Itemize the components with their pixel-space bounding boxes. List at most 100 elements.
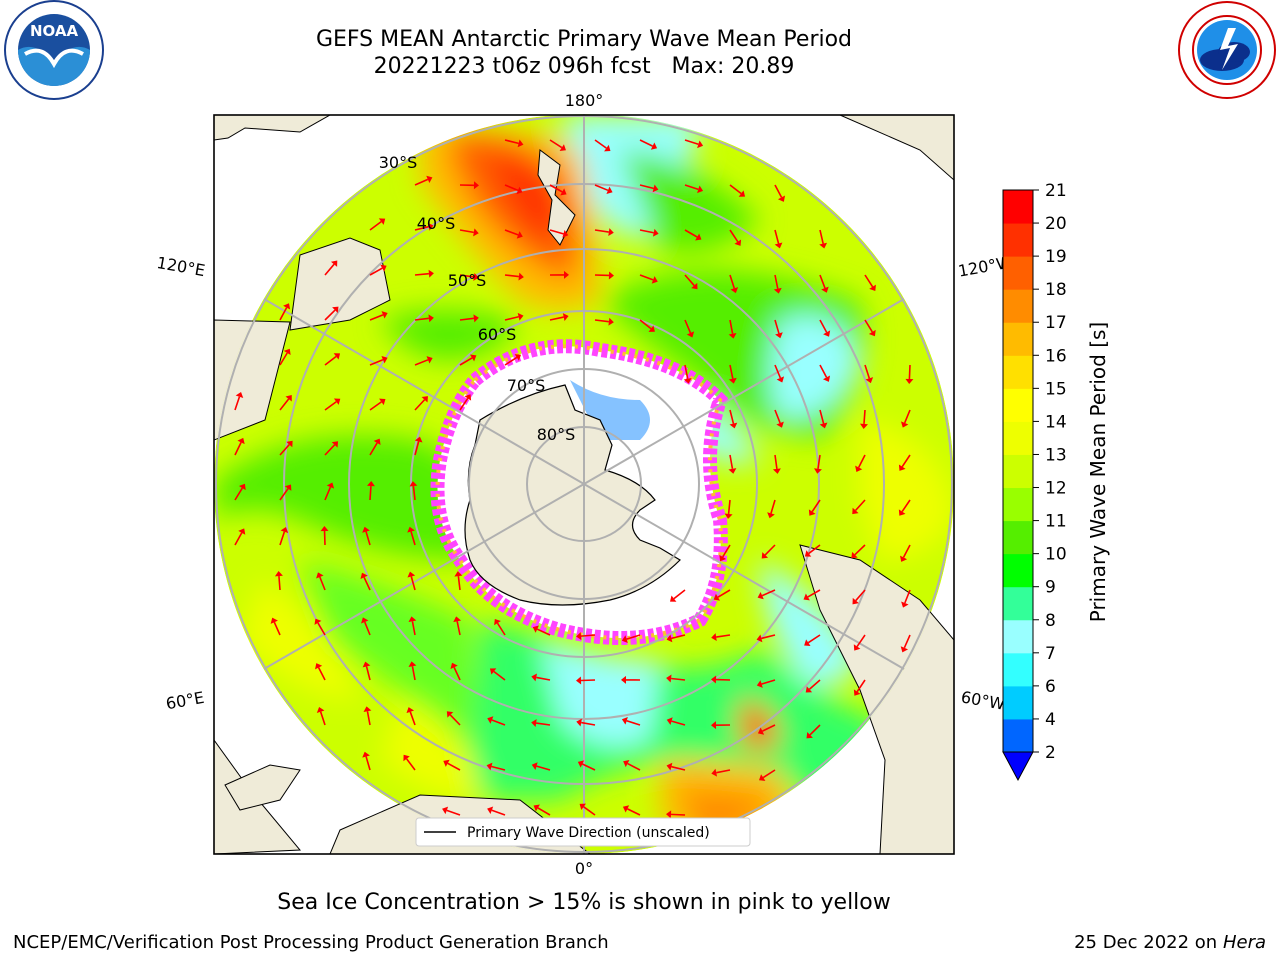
direction-arrow — [279, 531, 286, 546]
direction-arrow-head — [518, 272, 524, 281]
lat-label-70s: 70°S — [507, 376, 546, 395]
legend-label: Primary Wave Direction (unscaled) — [467, 825, 710, 841]
direction-arrow — [447, 762, 461, 771]
direction-arrow — [234, 442, 242, 456]
direction-arrow — [278, 575, 281, 591]
direction-arrow — [365, 666, 371, 681]
direction-arrow-head — [803, 593, 810, 601]
colorbar-tick-label: 20 — [1045, 214, 1067, 234]
direction-arrow-head — [533, 804, 540, 812]
colorbar-tick-label: 11 — [1045, 512, 1067, 532]
direction-arrow-head — [427, 222, 434, 231]
direction-arrow — [409, 711, 416, 726]
direction-arrow-head — [606, 186, 613, 195]
direction-arrow-head — [407, 526, 415, 533]
direction-arrow — [729, 454, 734, 469]
run-on: on — [1194, 932, 1218, 953]
lat-label-40s: 40°S — [417, 214, 456, 233]
direction-arrow-head — [280, 526, 289, 533]
colorbar-segment — [1003, 322, 1033, 356]
direction-arrow — [716, 769, 731, 774]
direction-arrow — [364, 621, 371, 636]
map-frame — [213, 114, 955, 855]
direction-arrow — [549, 229, 564, 235]
direction-arrow — [582, 763, 596, 771]
direction-arrow — [369, 314, 384, 321]
direction-arrow-head — [315, 663, 323, 670]
direction-arrow — [279, 398, 290, 411]
direction-arrow — [410, 576, 416, 591]
direction-arrow — [864, 319, 873, 333]
direction-arrow — [504, 184, 519, 192]
colorbar-tick-label: 12 — [1045, 479, 1067, 499]
direction-arrow-head — [426, 356, 433, 364]
direction-arrow-head — [652, 228, 659, 237]
direction-arrow-head — [728, 468, 737, 474]
direction-arrow — [279, 352, 288, 366]
colorbar-tick-label: 8 — [1045, 611, 1056, 631]
direction-arrow-head — [738, 190, 746, 197]
direction-arrow-head — [563, 270, 569, 279]
direction-arrow-head — [776, 421, 784, 428]
direction-arrow-head — [473, 228, 479, 237]
direction-arrow — [671, 634, 686, 640]
direction-arrow-head — [450, 662, 458, 669]
colorbar-extend-arrow — [1002, 751, 1034, 782]
direction-arrow — [414, 359, 429, 366]
direction-arrow — [453, 666, 461, 681]
direction-arrow — [670, 813, 686, 816]
direction-arrow — [729, 184, 742, 195]
direction-arrow-head — [819, 422, 828, 429]
direction-arrow-head — [728, 377, 737, 384]
direction-arrow — [717, 589, 731, 598]
direction-arrow-head — [757, 727, 765, 735]
colorbar-tick-label: 9 — [1045, 578, 1056, 598]
direction-arrow — [496, 622, 506, 636]
direction-arrow-head — [407, 571, 416, 578]
direction-arrow — [855, 499, 866, 511]
direction-arrow — [324, 444, 336, 456]
direction-arrow — [716, 634, 731, 638]
wave-direction-arrows — [234, 139, 914, 819]
direction-arrow-head — [579, 803, 586, 811]
direction-arrow-head — [772, 468, 781, 474]
direction-arrow — [639, 274, 654, 281]
colorbar-tick-label: 6 — [1045, 677, 1056, 697]
colorbar-segment — [1003, 553, 1033, 588]
direction-arrow-head — [666, 634, 673, 643]
direction-arrow-head — [775, 332, 783, 339]
direction-arrow — [811, 499, 821, 513]
direction-arrow-head — [851, 551, 858, 559]
direction-arrow — [405, 758, 416, 771]
direction-arrow — [279, 307, 288, 321]
direction-arrow-head — [286, 440, 293, 448]
direction-arrow-head — [757, 591, 764, 600]
lon-label-180: 180° — [565, 91, 604, 110]
antarctica — [464, 384, 681, 606]
direction-arrow-head — [805, 686, 813, 693]
direction-arrow-head — [283, 303, 291, 310]
colorbar-segment — [1003, 685, 1033, 720]
direction-arrow — [819, 229, 824, 244]
direction-arrow — [684, 184, 699, 191]
direction-arrow-head — [414, 436, 423, 443]
svg-text:NOAA: NOAA — [30, 22, 79, 40]
direction-arrow-head — [362, 661, 371, 668]
direction-arrow — [410, 531, 416, 546]
colorbar-segment — [1003, 289, 1033, 323]
direction-arrow — [491, 765, 506, 771]
direction-arrow — [671, 720, 686, 726]
direction-arrow — [594, 229, 609, 233]
direction-arrow — [774, 409, 781, 424]
direction-arrow — [684, 274, 695, 287]
direction-arrow — [537, 807, 551, 816]
direction-arrow — [369, 267, 383, 276]
direction-arrow — [319, 711, 326, 726]
direction-arrow — [414, 317, 429, 321]
direction-arrow-head — [362, 751, 370, 758]
direction-arrow — [761, 679, 776, 685]
lon-label-60e: 60°E — [164, 688, 205, 713]
direction-arrow — [459, 397, 469, 411]
direction-arrow-head — [767, 512, 775, 519]
direction-arrow — [729, 409, 735, 424]
